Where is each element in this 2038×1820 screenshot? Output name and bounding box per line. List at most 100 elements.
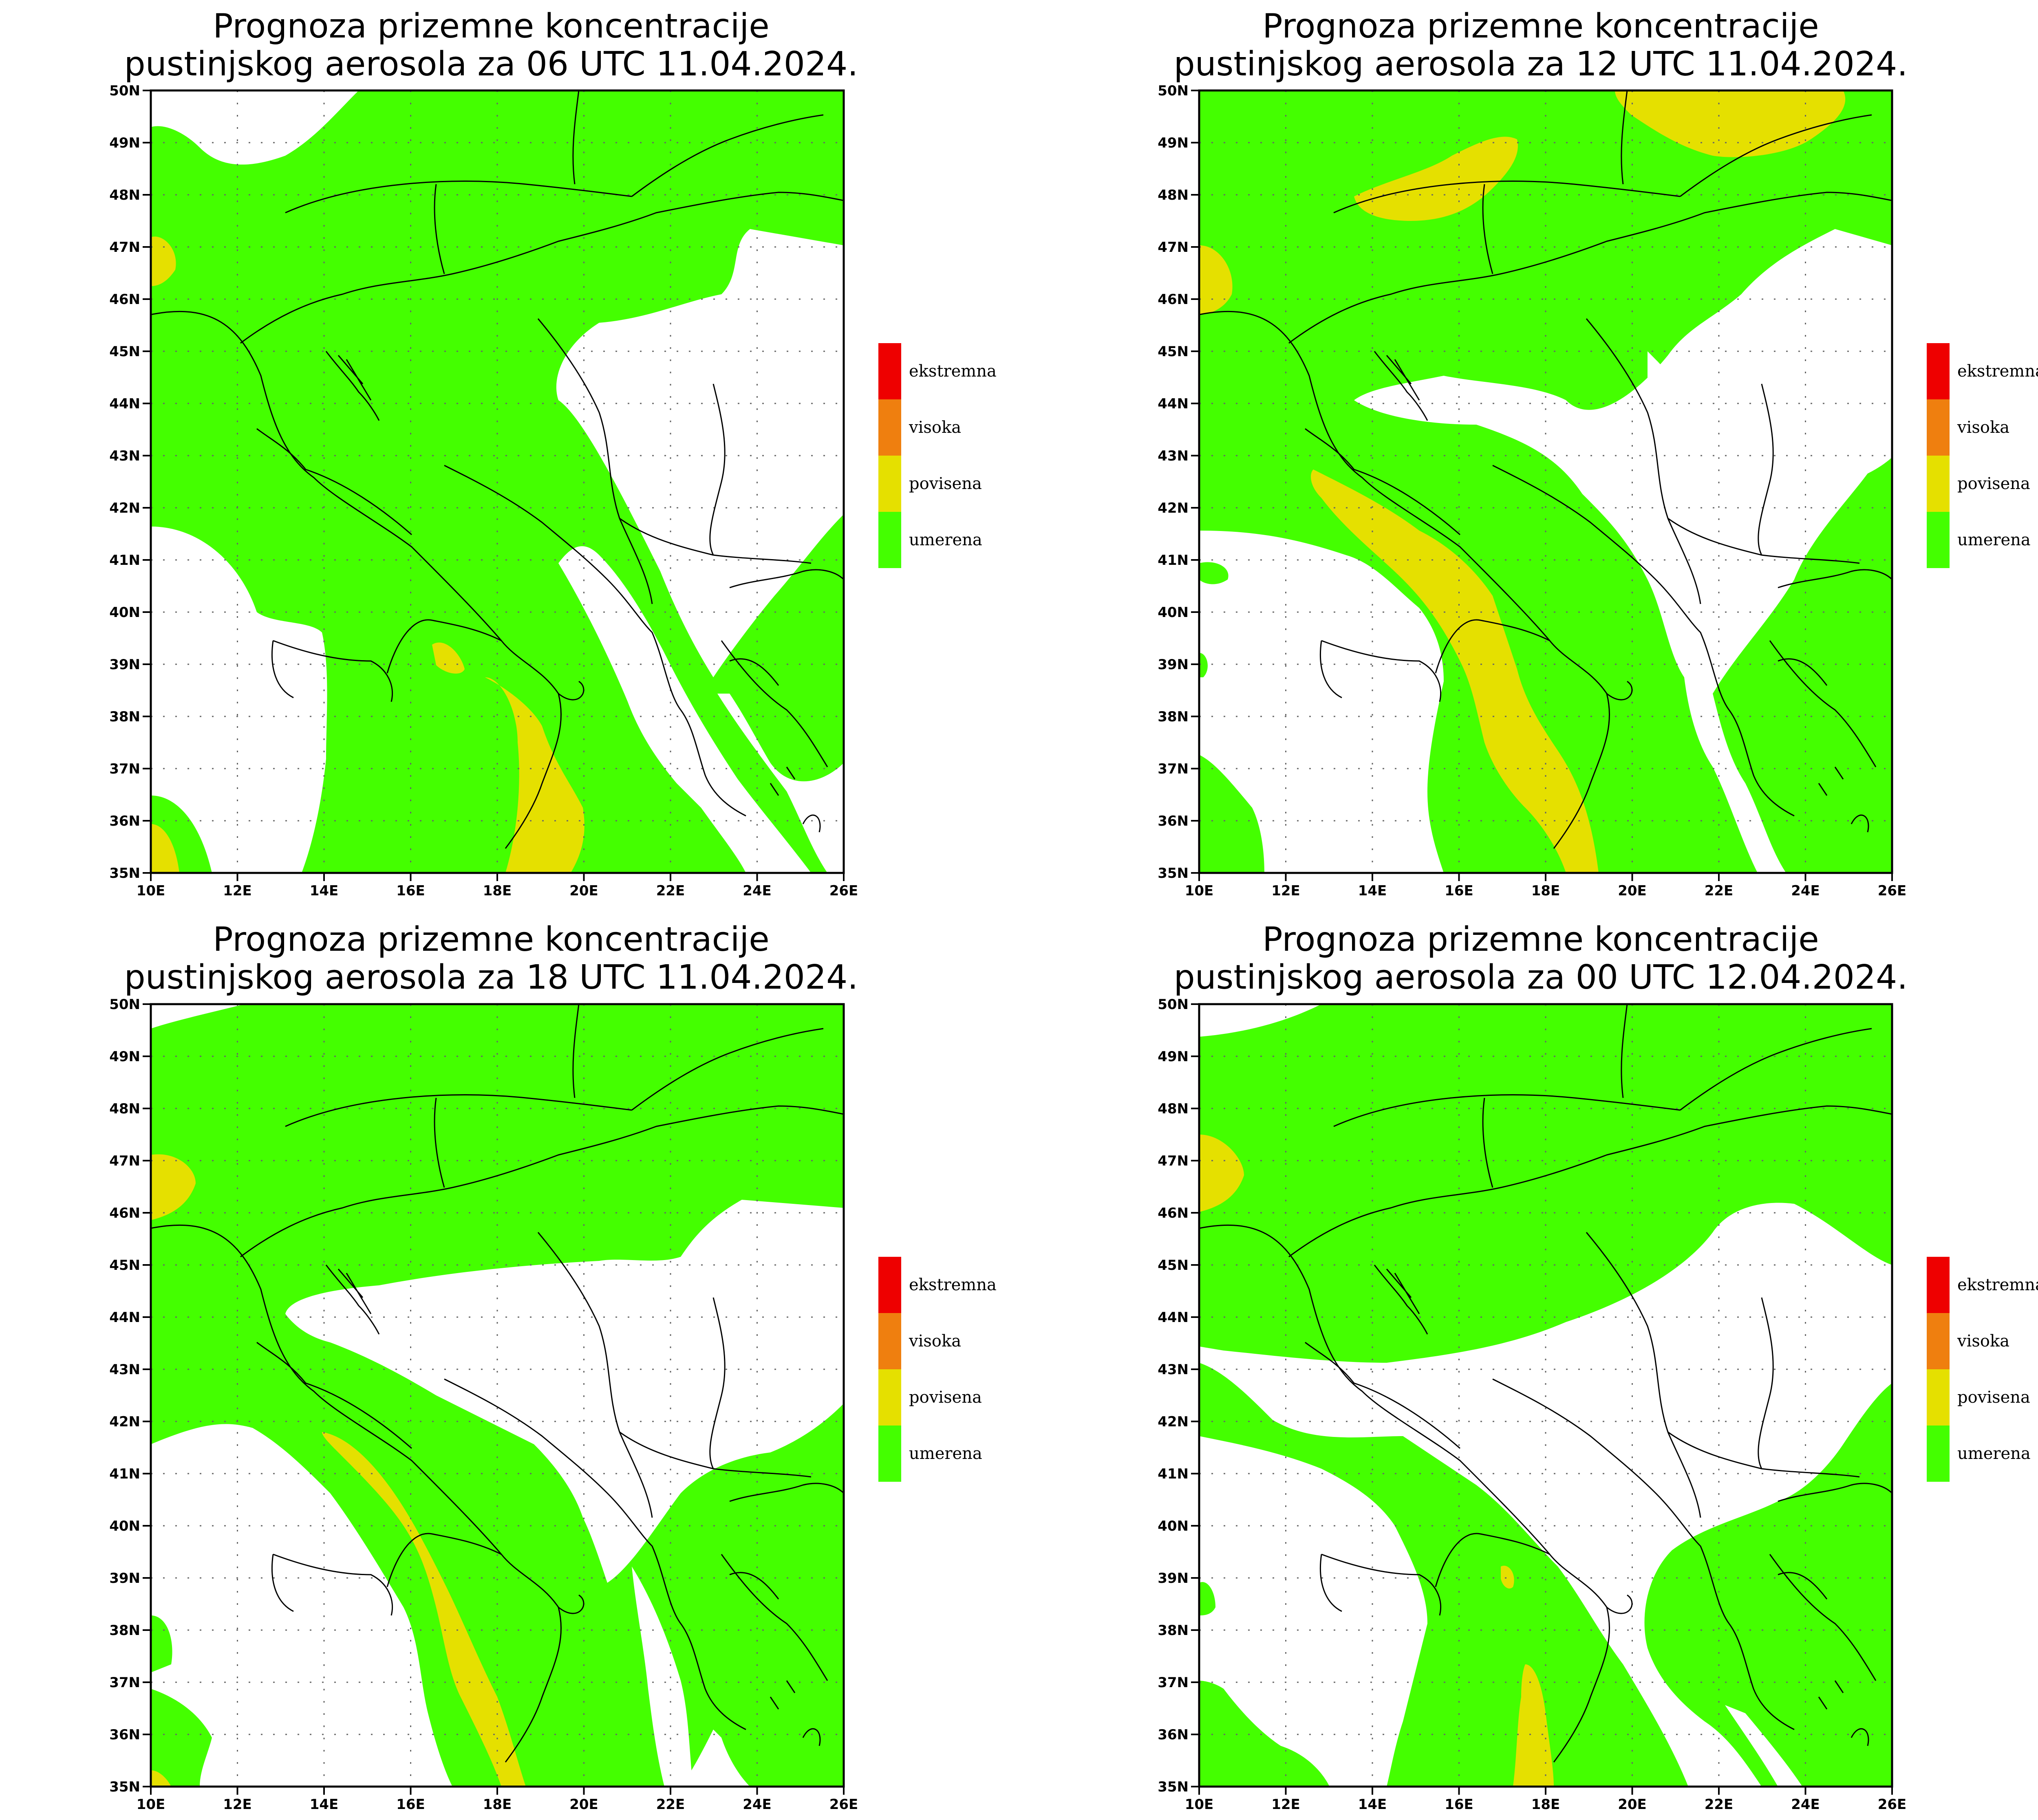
povisena-patch (1199, 1135, 1244, 1212)
svg-text:41N: 41N (1158, 552, 1189, 568)
legend-swatch-umerena (878, 512, 901, 568)
svg-text:37N: 37N (1158, 1675, 1189, 1691)
lon-tick-labels: 10E 12E 14E 16E 18E 20E 22E 24E 26E (137, 1796, 858, 1813)
svg-text:47N: 47N (1158, 1153, 1189, 1169)
panel-title-line1: Prognoza prizemne koncentracije (213, 7, 769, 46)
legend-label-umerena: umerena (909, 531, 982, 549)
legend-swatch-ekstremna (1927, 343, 1950, 399)
svg-text:35N: 35N (1158, 865, 1189, 881)
clear-area (1354, 229, 1892, 873)
clear-area (1199, 531, 1444, 873)
svg-text:44N: 44N (1158, 396, 1189, 412)
svg-text:20E: 20E (569, 883, 598, 899)
umerena-patch (1199, 562, 1229, 584)
legend-label-ekstremna: ekstremna (909, 1276, 997, 1294)
svg-text:12E: 12E (223, 883, 252, 899)
legend-label-umerena: umerena (1957, 531, 2031, 549)
svg-text:47N: 47N (1158, 239, 1189, 256)
povisena-patch (151, 236, 176, 286)
povisena-patch (151, 1154, 196, 1220)
panel-title-line2: pustinjskog aerosola za 18 UTC 11.04.202… (124, 958, 858, 997)
svg-text:10E: 10E (1185, 883, 1214, 899)
svg-text:45N: 45N (109, 1257, 140, 1274)
svg-text:45N: 45N (109, 344, 140, 360)
clear-area (151, 1004, 245, 1029)
povisena-patch (1501, 1566, 1514, 1589)
svg-text:49N: 49N (109, 1049, 140, 1065)
svg-text:49N: 49N (109, 135, 140, 151)
svg-text:38N: 38N (109, 1622, 140, 1639)
svg-text:26E: 26E (829, 1796, 858, 1813)
panel-00utc: Prognoza prizemne koncentracije pustinjs… (1158, 920, 2038, 1813)
svg-text:44N: 44N (109, 1309, 140, 1326)
svg-text:46N: 46N (109, 1205, 140, 1221)
legend-swatch-visoka (1927, 399, 1950, 456)
lat-tick-labels: 35N 36N 37N 38N 39N 40N 41N 42N 43N 44N … (1158, 996, 1189, 1795)
svg-text:36N: 36N (109, 813, 140, 829)
svg-text:14E: 14E (1358, 883, 1387, 899)
legend-swatch-visoka (878, 1313, 901, 1369)
svg-text:44N: 44N (109, 396, 140, 412)
povisena-patch (151, 824, 179, 873)
clear-area (1199, 1004, 1321, 1037)
svg-text:50N: 50N (1158, 996, 1189, 1013)
map-frame: 10E 12E 14E 16E 18E 20E 22E 24E 26E 35N … (109, 83, 858, 899)
panel-title-line1: Prognoza prizemne koncentracije (1262, 7, 1819, 46)
svg-text:43N: 43N (109, 448, 140, 464)
svg-text:44N: 44N (1158, 1309, 1189, 1326)
lon-tick-labels: 10E 12E 14E 16E 18E 20E 22E 24E 26E (1185, 1796, 1907, 1813)
svg-text:40N: 40N (1158, 1518, 1189, 1534)
svg-text:22E: 22E (656, 1796, 685, 1813)
svg-text:22E: 22E (1705, 883, 1734, 899)
legend-swatch-ekstremna (1927, 1257, 1950, 1313)
map-frame: 10E 12E 14E 16E 18E 20E 22E 24E 26E 35N … (109, 996, 858, 1813)
svg-text:47N: 47N (109, 239, 140, 256)
svg-text:18E: 18E (1531, 1796, 1560, 1813)
clear-area (681, 1730, 750, 1787)
svg-text:38N: 38N (1158, 709, 1189, 725)
svg-text:35N: 35N (1158, 1779, 1189, 1795)
legend-label-povisena: povisena (909, 1388, 982, 1407)
legend-swatch-umerena (1927, 1426, 1950, 1482)
legend-swatch-povisena (878, 1369, 901, 1426)
legend-label-visoka: visoka (909, 418, 961, 437)
legend-label-ekstremna: ekstremna (909, 362, 997, 381)
svg-text:48N: 48N (1158, 187, 1189, 203)
legend-label-umerena: umerena (1957, 1444, 2031, 1463)
svg-text:12E: 12E (223, 1796, 252, 1813)
svg-text:48N: 48N (1158, 1101, 1189, 1117)
umerena-patch (1199, 1582, 1215, 1615)
svg-text:20E: 20E (569, 1796, 598, 1813)
svg-text:39N: 39N (109, 1570, 140, 1586)
svg-text:38N: 38N (109, 709, 140, 725)
svg-text:39N: 39N (109, 657, 140, 673)
legend-swatch-povisena (1927, 1369, 1950, 1426)
legend-swatch-ekstremna (878, 343, 901, 399)
povisena-patch (1354, 137, 1518, 221)
panel-title-line2: pustinjskog aerosola za 00 UTC 12.04.202… (1174, 958, 1908, 997)
svg-text:36N: 36N (1158, 813, 1189, 829)
svg-text:26E: 26E (1878, 1796, 1907, 1813)
svg-text:41N: 41N (109, 1466, 140, 1482)
povisena-patch (1615, 90, 1846, 157)
clear-area (632, 1567, 693, 1787)
legend: ekstremna visoka povisena umerena (1927, 1257, 2038, 1482)
svg-text:43N: 43N (1158, 1362, 1189, 1378)
svg-text:46N: 46N (109, 291, 140, 308)
panel-title-line2: pustinjskog aerosola za 12 UTC 11.04.202… (1174, 45, 1908, 84)
svg-text:36N: 36N (109, 1727, 140, 1743)
svg-text:42N: 42N (109, 500, 140, 516)
clear-area (558, 546, 811, 873)
legend-swatch-umerena (1927, 512, 1950, 568)
panel-12utc: Prognoza prizemne koncentracije pustinjs… (1158, 7, 2038, 899)
svg-text:20E: 20E (1618, 1796, 1647, 1813)
povisena-patch (432, 642, 465, 674)
svg-text:12E: 12E (1271, 883, 1300, 899)
svg-text:10E: 10E (1185, 1796, 1214, 1813)
umerena-patch (151, 1615, 172, 1672)
svg-text:16E: 16E (396, 1796, 425, 1813)
panel-title-line1: Prognoza prizemne koncentracije (1262, 920, 1819, 959)
svg-text:38N: 38N (1158, 1622, 1189, 1639)
clear-area (1199, 1436, 1427, 1787)
